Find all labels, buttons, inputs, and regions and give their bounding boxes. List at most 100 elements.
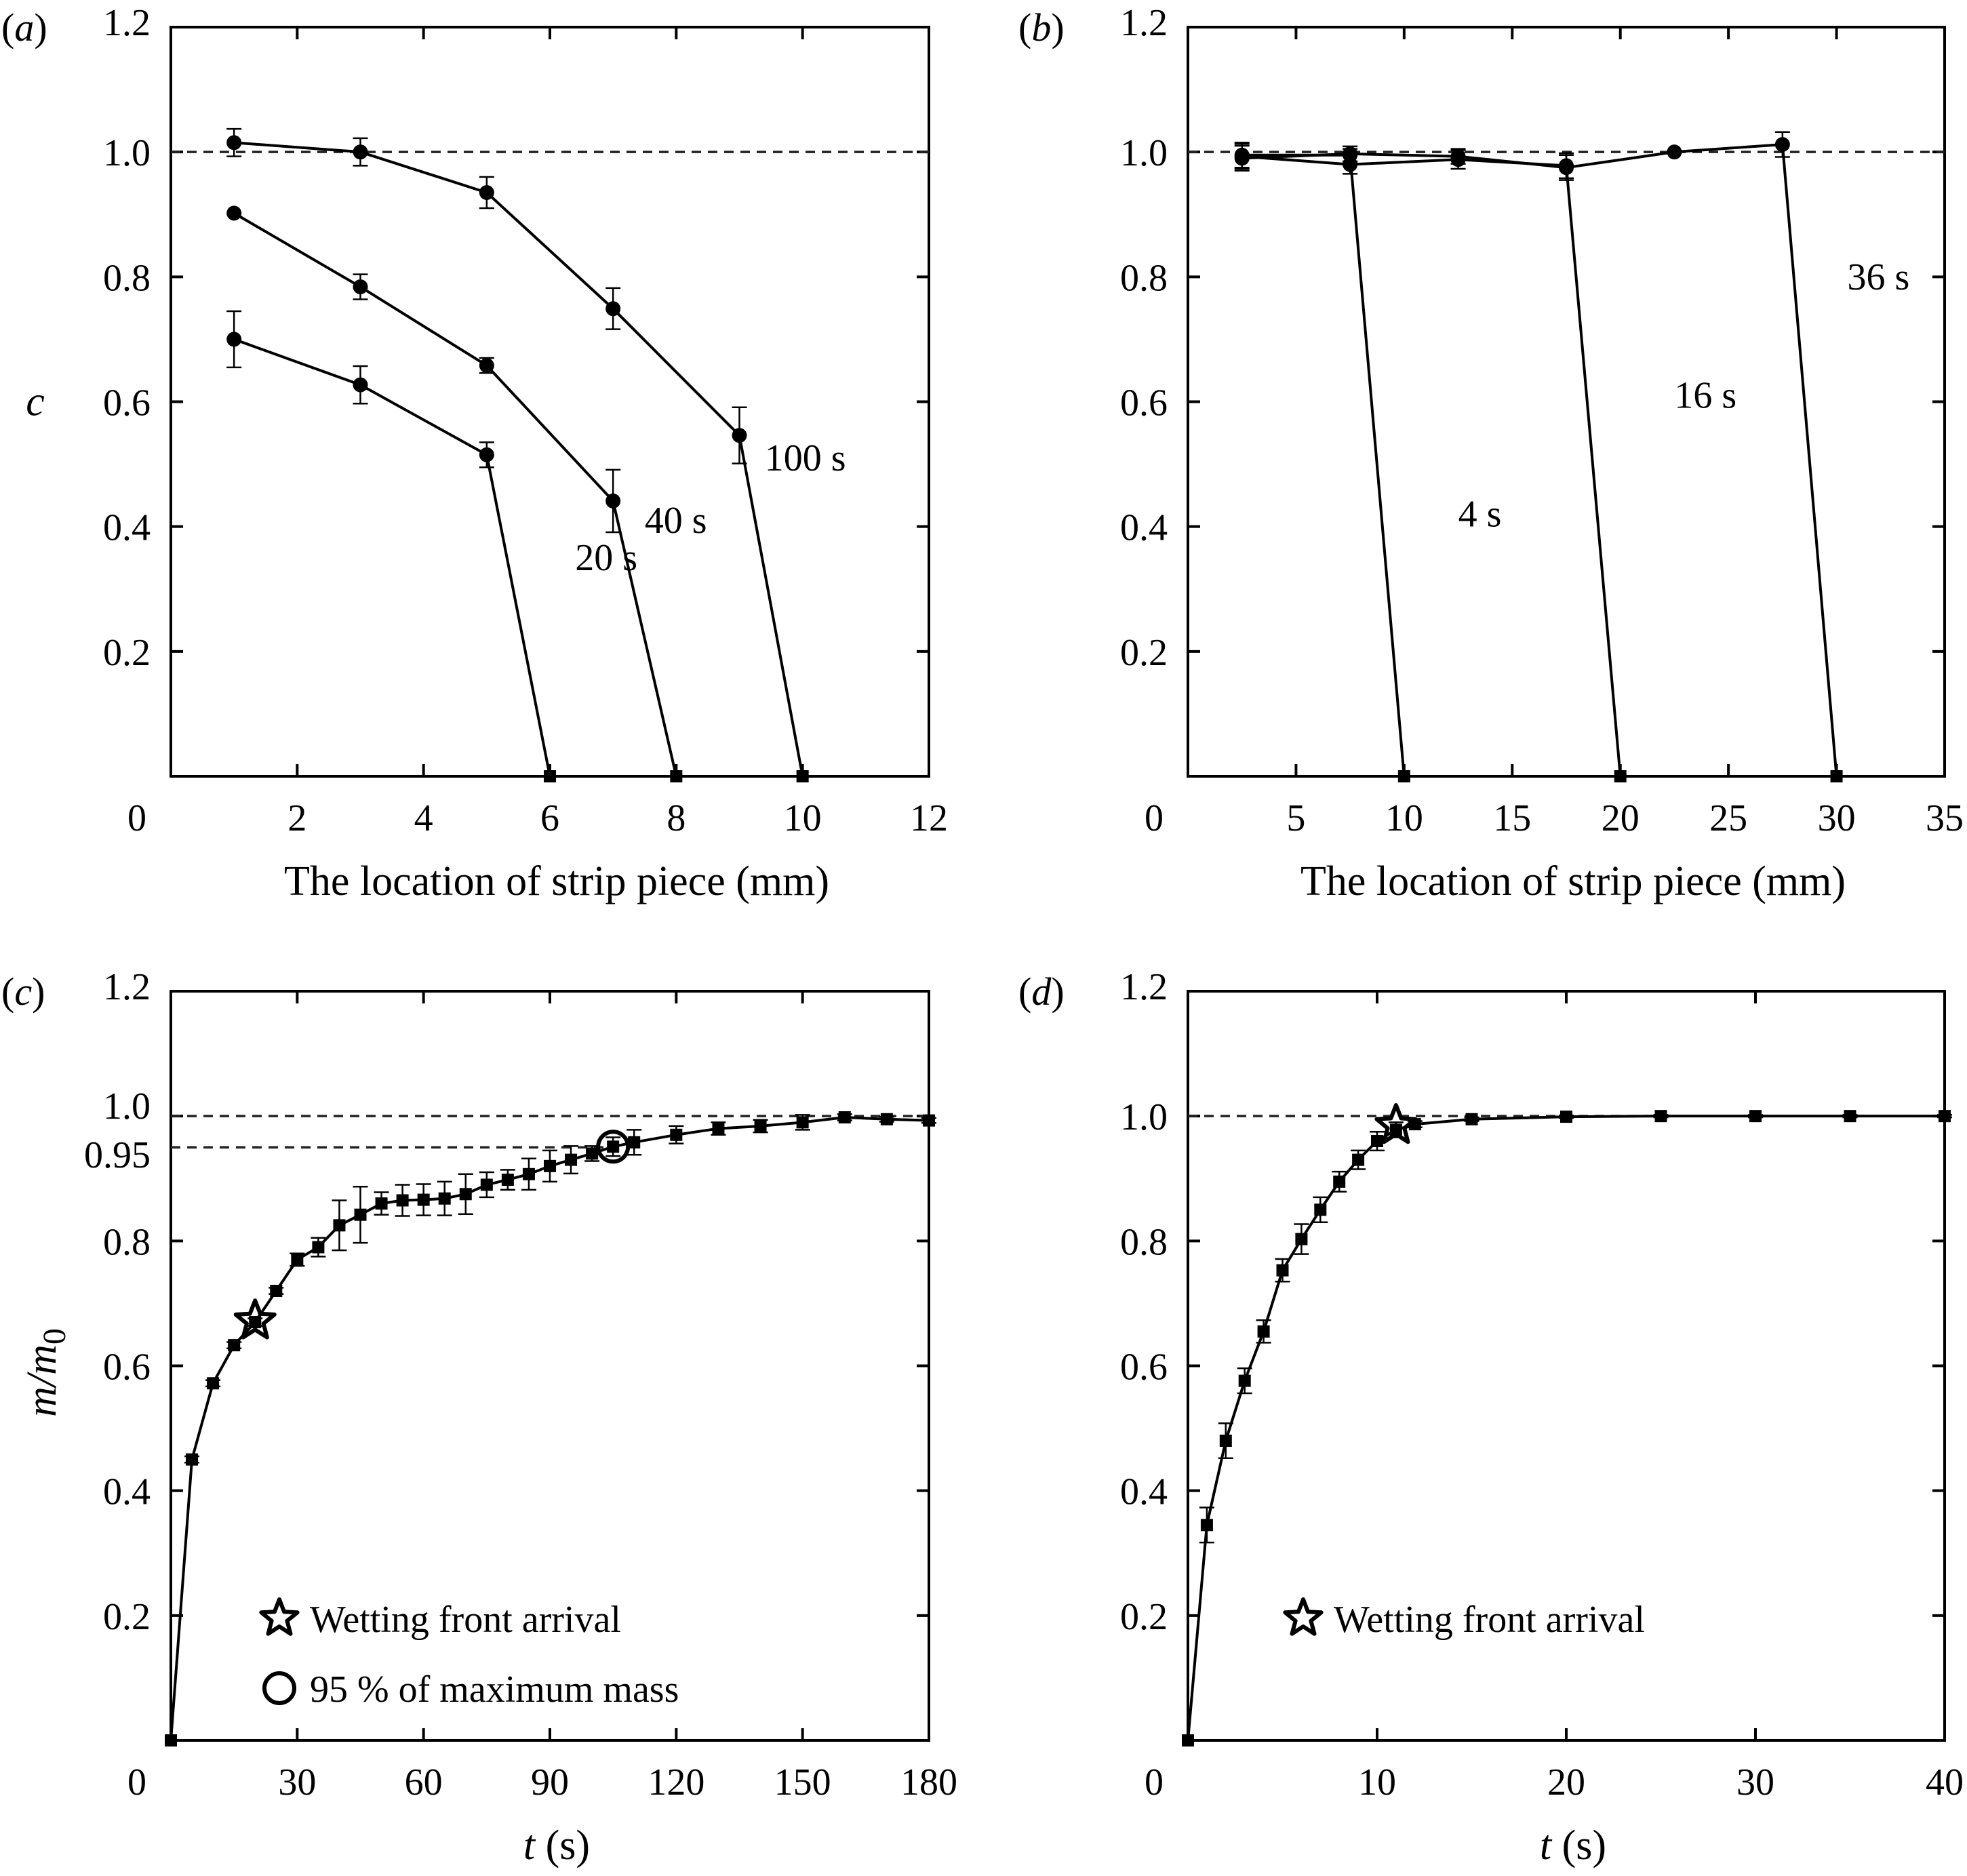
- data-point: [1276, 1264, 1289, 1277]
- legend-label: Wetting front arrival: [310, 1599, 621, 1641]
- x-tick-label: 10: [784, 797, 822, 839]
- data-point: [270, 1285, 283, 1297]
- y-tick-label: 0.95: [84, 1134, 151, 1176]
- data-point: [501, 1174, 514, 1186]
- plot-frame: [170, 26, 930, 778]
- legend-circle-icon: [262, 1671, 296, 1705]
- data-point: [1234, 151, 1250, 166]
- data-point: [186, 1453, 199, 1466]
- x-tick-label: 180: [900, 1761, 957, 1803]
- x-tick-label: 15: [1493, 797, 1531, 839]
- y-tick-label: 0.4: [103, 507, 151, 549]
- data-point: [605, 301, 621, 317]
- panel-label: (c): [1, 970, 45, 1014]
- data-point: [1257, 1325, 1270, 1338]
- data-point: [586, 1147, 599, 1160]
- x-tick-label: 0: [1145, 1761, 1164, 1803]
- y-tick-label: 1.0: [103, 1085, 151, 1127]
- y-tick-label: 0.8: [103, 1221, 151, 1263]
- series-label: 40 s: [645, 500, 707, 542]
- x-tick-label: 25: [1709, 797, 1747, 839]
- data-point: [544, 770, 556, 782]
- y-axis-label: m/m0: [19, 1328, 73, 1417]
- y-tick-label: 1.0: [1120, 1096, 1168, 1138]
- legend-label: Wetting front arrival: [1334, 1599, 1645, 1641]
- panel-label: (d): [1018, 970, 1065, 1014]
- x-axis-label: The location of strip piece (mm): [1300, 858, 1846, 904]
- legend-star-icon: [259, 1597, 300, 1636]
- data-point: [333, 1219, 346, 1232]
- x-tick-label: 90: [531, 1761, 569, 1803]
- series-line: [1187, 1115, 1945, 1741]
- y-tick-label: 0.2: [1120, 1596, 1168, 1638]
- data-point: [522, 1167, 535, 1180]
- y-tick-label: 1.2: [1120, 966, 1168, 1008]
- data-point: [375, 1197, 388, 1210]
- data-point: [838, 1111, 851, 1124]
- panel-label: (b): [1018, 5, 1065, 49]
- wetting-front-star-icon: [1374, 1103, 1418, 1144]
- y-tick-label: 0.8: [1120, 257, 1168, 299]
- data-point: [1939, 1110, 1951, 1123]
- data-point: [754, 1119, 767, 1132]
- y-tick-label: 0.4: [1120, 1471, 1168, 1513]
- data-point: [353, 279, 368, 295]
- y-tick-label: 0.6: [103, 1346, 151, 1389]
- y-tick-label: 0.2: [103, 1596, 151, 1638]
- data-point: [1560, 1111, 1572, 1123]
- data-point: [249, 1316, 262, 1329]
- series-line: [1241, 155, 1622, 777]
- series-line: [234, 141, 804, 777]
- data-point: [1352, 1153, 1365, 1166]
- x-tick-label: 60: [405, 1761, 443, 1803]
- data-point: [479, 358, 494, 374]
- panel-d: (d) 0.2 0.4 0.6 0.8 1.0 1.2 0 10 20 30 40 t (s) Wetti…: [1018, 966, 1964, 1869]
- data-point: [1182, 1734, 1194, 1747]
- series-label: 4 s: [1458, 494, 1502, 536]
- data-point: [796, 1116, 809, 1129]
- data-point: [1371, 1135, 1383, 1147]
- data-point: [226, 135, 242, 151]
- y-tick-label: 0.6: [103, 382, 151, 424]
- y-tick-label: 1.2: [1120, 2, 1168, 44]
- data-point: [1844, 1110, 1856, 1123]
- wetting-front-star-icon: [233, 1298, 277, 1340]
- x-tick-label: 0: [1145, 797, 1164, 839]
- x-tick-label: 35: [1926, 797, 1964, 839]
- y-tick-label: 0.2: [1120, 632, 1168, 674]
- series-line: [170, 1116, 930, 1741]
- data-point: [628, 1136, 641, 1149]
- x-tick-label: 10: [1358, 1761, 1396, 1803]
- x-axis-label: t (s): [523, 1822, 590, 1869]
- y-tick-label: 0.4: [1120, 507, 1168, 549]
- series-line: [1241, 143, 1838, 777]
- data-point: [1830, 770, 1843, 782]
- data-point: [565, 1153, 578, 1166]
- data-point: [479, 447, 494, 462]
- data-point: [207, 1377, 220, 1390]
- data-point: [396, 1194, 409, 1207]
- plot-frame: [1187, 26, 1946, 778]
- x-axis-label: The location of strip piece (mm): [284, 858, 829, 904]
- y-tick-label: 1.0: [1120, 132, 1168, 174]
- data-point: [1450, 148, 1466, 164]
- data-point: [796, 770, 809, 782]
- y-axis-label: c: [26, 379, 45, 425]
- y-tick-label: 0.2: [103, 632, 151, 674]
- panel-label: (a): [1, 5, 47, 49]
- series-line: [233, 338, 551, 777]
- x-tick-label: 30: [1736, 1761, 1774, 1803]
- x-tick-label: 10: [1385, 797, 1423, 839]
- data-point: [1667, 144, 1682, 160]
- x-tick-label: 0: [127, 797, 146, 839]
- series-line: [1241, 153, 1406, 777]
- y-tick-label: 0.8: [103, 257, 151, 299]
- data-point: [1465, 1113, 1478, 1125]
- x-tick-label: 2: [287, 797, 306, 839]
- data-point: [880, 1113, 893, 1125]
- panel-b: (b) 0.2 0.4 0.6 0.8 1.0 1.2 0 5 10 15 20 25 30 35 The l…: [1018, 2, 1964, 904]
- data-point: [353, 377, 368, 393]
- data-point: [1219, 1435, 1232, 1447]
